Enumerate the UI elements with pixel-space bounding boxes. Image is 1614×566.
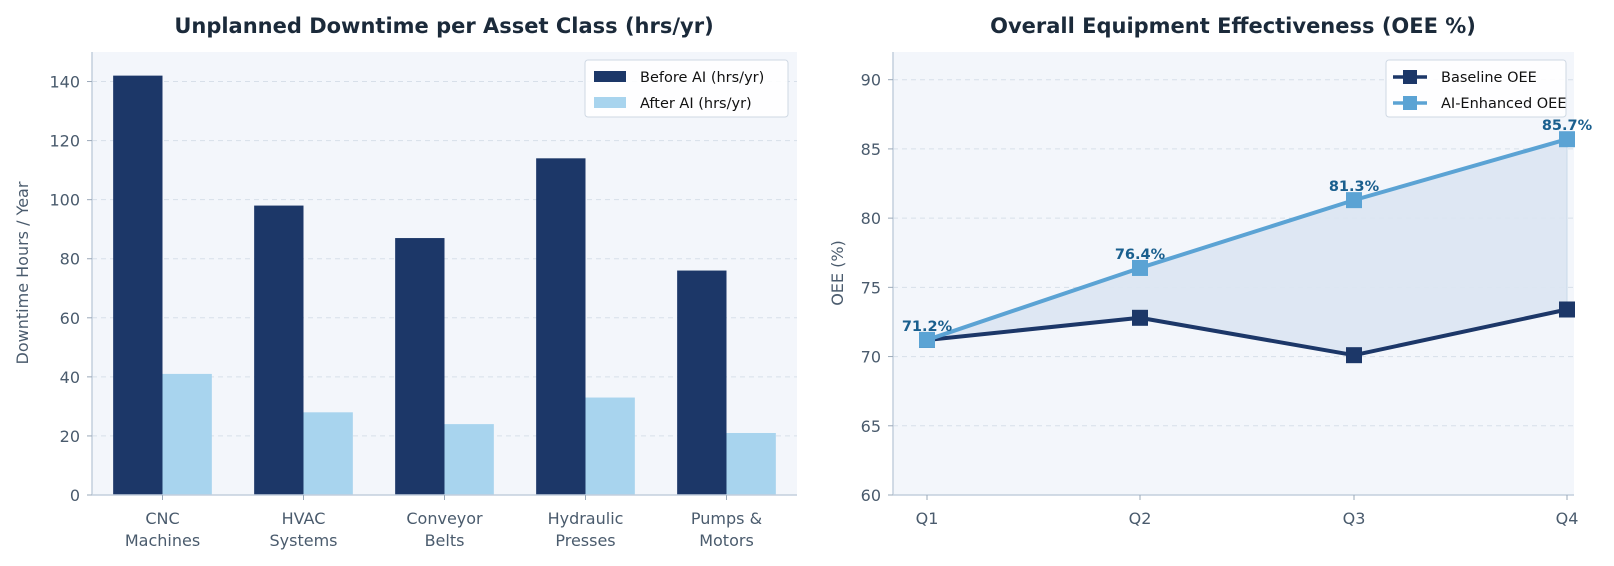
- oee-data-label: 81.3%: [1329, 179, 1380, 195]
- line-y-tick-label: 90: [861, 71, 881, 90]
- line-legend-label-enhanced: AI-Enhanced OEE: [1441, 96, 1567, 112]
- line-x-tick-label: Q3: [1343, 509, 1366, 528]
- line-legend-marker-enhanced: [1403, 96, 1417, 110]
- bar-legend: Before AI (hrs/yr) After AI (hrs/yr): [584, 59, 789, 118]
- bar-y-tick-label: 80: [60, 250, 80, 269]
- line-legend-marker-baseline: [1403, 70, 1417, 84]
- bar-x-tick-label: CNC Machines: [125, 509, 200, 550]
- bar-x-tick-label: Pumps & Motors: [691, 509, 762, 550]
- line-y-tick-label: 70: [861, 348, 881, 367]
- baseline-oee-marker: [1559, 301, 1575, 318]
- bar-y-tick-label: 140: [49, 73, 80, 92]
- oee-line-chart: 71.2% 76.4% 81.3% 85.7% 60 65 70 75 80 85 90 Q1 Q2…: [828, 14, 1593, 528]
- bar-before-ai: [536, 158, 586, 495]
- bar-y-tick-label: 100: [49, 191, 80, 210]
- bar-y-tick-label: 20: [60, 427, 80, 446]
- baseline-oee-line: [926, 307, 1568, 358]
- line-x-tick-label: Q4: [1556, 509, 1579, 528]
- bar-x-tick-label: HVAC Systems: [270, 509, 338, 550]
- line-x-tick-label: Q2: [1129, 509, 1152, 528]
- line-legend-label-baseline: Baseline OEE: [1441, 70, 1537, 86]
- bar-legend-label-before: Before AI (hrs/yr): [640, 70, 764, 86]
- bar-before-ai: [113, 75, 163, 496]
- bar-before-ai: [395, 238, 445, 495]
- bar-legend-box: [584, 59, 789, 118]
- baseline-oee-marker: [1132, 309, 1148, 326]
- bar-after-ai: [585, 397, 635, 495]
- line-y-tick-label: 85: [861, 140, 881, 159]
- line-legend: Baseline OEE AI-Enhanced OEE: [1385, 59, 1567, 118]
- bar-after-ai: [162, 373, 212, 495]
- bar-after-ai: [726, 432, 776, 495]
- bar-y-tick-label: 0: [70, 486, 80, 505]
- line-legend-box: [1385, 59, 1567, 118]
- bar-chart-title: Unplanned Downtime per Asset Class (hrs/…: [174, 14, 713, 38]
- baseline-oee-marker: [1346, 347, 1362, 364]
- bar-after-ai: [303, 412, 353, 495]
- bar-y-axis-label: Downtime Hours / Year: [13, 181, 32, 364]
- line-x-tick-label: Q1: [916, 509, 939, 528]
- line-y-axis-label: OEE (%): [828, 240, 847, 306]
- bar-after-ai: [444, 424, 494, 495]
- downtime-bar-chart: 0 20 40 60 80 100 120 140 CNC Machines HVAC System…: [13, 14, 797, 550]
- ai-enhanced-oee-line: [926, 137, 1568, 342]
- ai-enhanced-oee-marker: [1132, 259, 1148, 276]
- bar-y-tick-label: 120: [49, 132, 80, 151]
- line-y-tick-label: 80: [861, 209, 881, 228]
- oee-data-label: 71.2%: [902, 319, 953, 335]
- bar-x-tick-label: Conveyor Belts: [406, 509, 483, 550]
- ai-enhanced-oee-marker: [1346, 192, 1362, 209]
- oee-data-label: 76.4%: [1115, 247, 1166, 263]
- line-y-tick-label: 75: [861, 278, 881, 297]
- ai-enhanced-oee-marker: [1559, 131, 1575, 148]
- bar-y-tick-label: 40: [60, 368, 80, 387]
- bar-legend-label-after: After AI (hrs/yr): [640, 96, 752, 112]
- ai-enhanced-oee-marker: [919, 331, 935, 348]
- bar-before-ai: [254, 205, 304, 495]
- bar-x-tick-label: Hydraulic Presses: [548, 509, 624, 550]
- bar-before-ai: [677, 270, 727, 495]
- bar-legend-swatch-after: [594, 97, 626, 108]
- line-y-tick-label: 65: [861, 417, 881, 436]
- line-y-tick-label: 60: [861, 486, 881, 505]
- bar-legend-swatch-before: [594, 71, 626, 82]
- line-chart-title: Overall Equipment Effectiveness (OEE %): [990, 14, 1476, 38]
- bar-y-tick-label: 60: [60, 309, 80, 328]
- oee-data-label: 85.7%: [1542, 118, 1593, 134]
